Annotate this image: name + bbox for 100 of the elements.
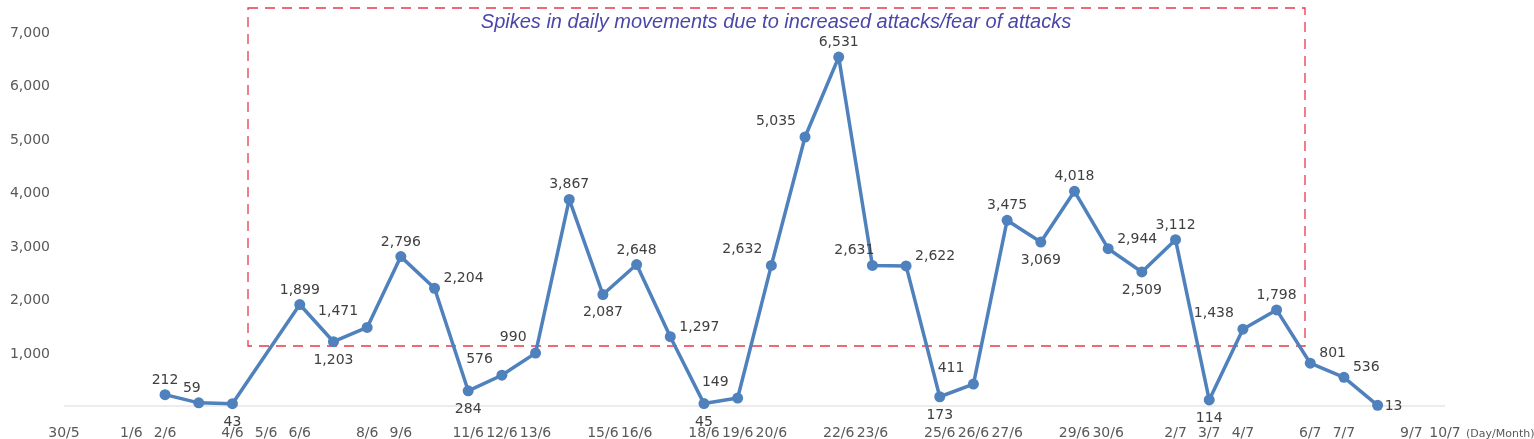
y-tick-label: 6,000: [9, 77, 50, 94]
text: 2,632: [722, 240, 763, 257]
x-tick-label: 30/6: [1092, 424, 1124, 439]
text: 4,018: [1054, 167, 1095, 184]
x-tick-label: 16/6: [620, 424, 653, 439]
point: [496, 369, 508, 381]
x-tick-label: 23/6: [856, 424, 889, 439]
text: 3,069: [1020, 251, 1061, 268]
text: 411: [937, 359, 965, 376]
x-tick-label: 5/6: [254, 424, 278, 439]
text: 536: [1352, 358, 1380, 375]
x-axis-title: (Day/Month): [1466, 427, 1534, 439]
text: 114: [1195, 408, 1223, 425]
point: [934, 391, 946, 403]
text: 801: [1319, 344, 1346, 361]
text: 2,944: [1117, 229, 1158, 246]
point: [294, 299, 306, 311]
text: 5,035: [755, 111, 797, 128]
point: [462, 385, 474, 397]
text: 576: [466, 350, 493, 367]
x-tick-label: 19/6: [721, 424, 754, 439]
x-tick-label: 1/6: [120, 424, 143, 439]
text: 212: [151, 370, 179, 387]
point: [967, 378, 979, 390]
text: 1,438: [1193, 304, 1234, 321]
x-tick-label: 2/7: [1164, 424, 1187, 439]
point: [361, 321, 373, 333]
point: [1136, 266, 1148, 278]
point: [1271, 304, 1283, 316]
x-tick-label: 25/6: [924, 424, 956, 439]
x-tick-label: 20/6: [755, 424, 788, 439]
point: [664, 331, 676, 343]
text: 6,531: [818, 33, 859, 50]
y-tick-label: 5,000: [9, 130, 50, 147]
point: [1102, 243, 1114, 255]
point: [597, 289, 609, 300]
x-tick-label: 4/7: [1231, 424, 1255, 439]
point: [1203, 394, 1215, 406]
x-tick-label: 22/6: [822, 424, 855, 439]
point: [698, 398, 710, 410]
text: 2,204: [443, 269, 484, 286]
x-tick-label: 29/6: [1058, 424, 1091, 439]
text: 3,112: [1155, 215, 1196, 232]
y-tick-label: 7,000: [9, 24, 50, 40]
x-tick-label: 11/6: [452, 424, 484, 439]
point: [226, 398, 238, 410]
x-tick-label: 7/7: [1332, 424, 1356, 439]
text: 2,087: [582, 303, 623, 320]
text: 173: [926, 405, 954, 422]
text: 1,297: [679, 317, 720, 334]
x-tick-label: 13/6: [519, 424, 552, 439]
point: [563, 193, 575, 205]
y-tick-label: 1,000: [9, 344, 50, 361]
point: [765, 259, 777, 271]
point: [395, 251, 407, 263]
text: 2,648: [616, 240, 657, 257]
point: [1372, 399, 1384, 411]
text: 3,867: [549, 175, 590, 192]
point: [1068, 185, 1080, 197]
text: 59: [182, 378, 201, 395]
text: 13: [1384, 397, 1403, 414]
text: 990: [499, 328, 527, 345]
text: Spikes in daily movements due to increased attacks/fear of attacks: [480, 10, 1072, 32]
x-tick-label: 3/7: [1197, 424, 1221, 439]
x-tick-label: 6/6: [288, 424, 312, 439]
point: [327, 336, 339, 348]
point: [429, 282, 441, 294]
point: [732, 392, 744, 404]
x-tick-label: 15/6: [587, 424, 619, 439]
text: 2,509: [1121, 280, 1162, 297]
point: [799, 131, 811, 143]
y-tick-label: 3,000: [9, 237, 50, 254]
point: [833, 51, 845, 63]
point: [193, 397, 205, 409]
text: 2,796: [380, 232, 421, 249]
text: 3,475: [987, 196, 1028, 213]
point: [1170, 234, 1182, 246]
text: 1,899: [279, 280, 320, 297]
x-tick-label: 4/6: [221, 424, 244, 439]
y-tick-label: 4,000: [9, 184, 50, 201]
point: [1237, 323, 1249, 335]
x-tick-label: 9/6: [389, 424, 413, 439]
x-tick-label: 30/5: [48, 424, 80, 439]
point: [866, 259, 878, 271]
text: 1,471: [318, 302, 359, 319]
text: 149: [701, 373, 729, 390]
y-tick-label: 2,000: [9, 291, 50, 308]
point: [900, 260, 912, 272]
point: [530, 347, 542, 359]
point: [1001, 214, 1013, 226]
x-tick-label: 12/6: [486, 424, 518, 439]
text: 1,203: [313, 350, 354, 367]
point: [159, 389, 171, 401]
text: 2,622: [915, 246, 956, 263]
x-tick-label: 10/7: [1429, 424, 1461, 439]
x-tick-label: 26/6: [957, 424, 990, 439]
point: [1338, 371, 1350, 383]
point: [631, 259, 643, 271]
text: 284: [454, 399, 482, 416]
text: 1,798: [1256, 285, 1297, 302]
